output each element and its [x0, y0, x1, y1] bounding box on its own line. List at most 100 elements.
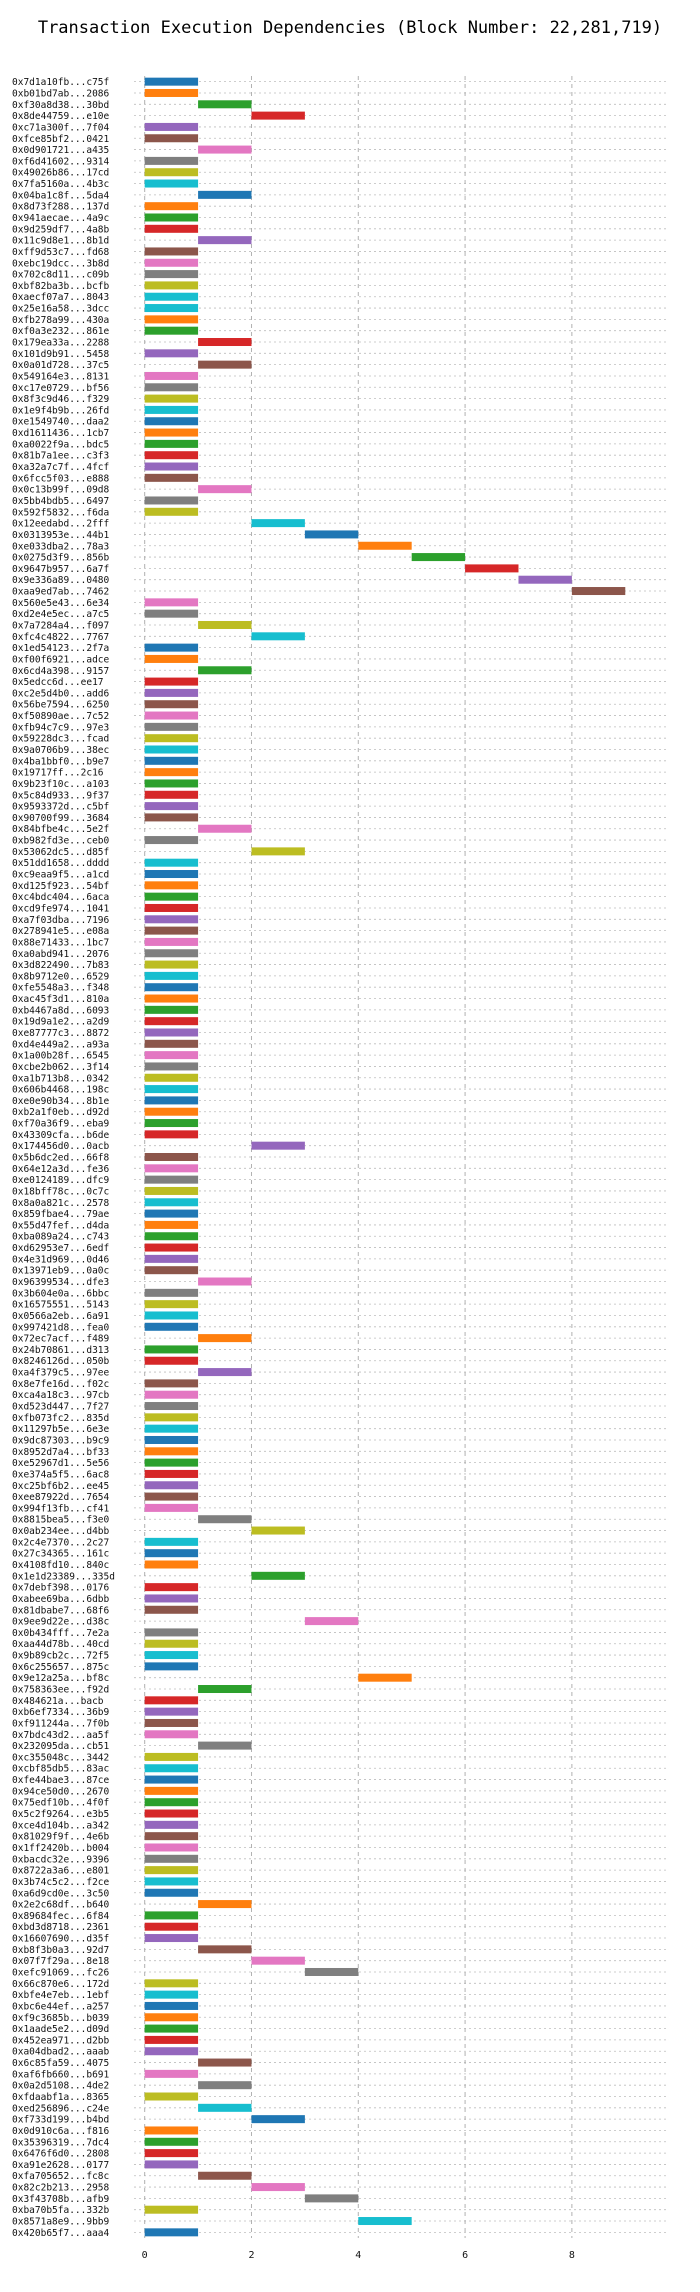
bar [144, 77, 199, 86]
y-tick-label: 0x702c8d11...c09b [12, 270, 110, 281]
bar [144, 292, 199, 301]
bar [144, 1153, 199, 1161]
y-tick-label: 0xa1b713b8...0342 [12, 1073, 109, 1084]
bar [144, 1243, 199, 1252]
y-tick-label: 0x16607690...d35f [12, 1934, 109, 1945]
bar [144, 802, 199, 811]
y-tick-label: 0x101d9b91...5458 [12, 349, 110, 360]
bar [144, 1107, 199, 1116]
y-tick-label: 0x13971eb9...0a0c [12, 1266, 109, 1277]
y-tick-label: 0x88e71433...1bc7 [12, 937, 109, 948]
y-tick-label: 0xf0a3e232...861e [12, 326, 110, 337]
y-tick-label: 0x232095da...cb51 [12, 1741, 110, 1752]
bar [198, 1277, 252, 1286]
bar [144, 983, 199, 992]
y-tick-label: 0xa6d9cd0e...3c50 [12, 1888, 110, 1899]
bar [144, 1843, 199, 1852]
bar [144, 1481, 199, 1490]
bar [144, 1537, 199, 1546]
y-tick-label: 0x8571a8e9...9bb9 [12, 2217, 110, 2228]
bar [198, 2081, 252, 2090]
y-tick-label: 0x8b9712e0...6529 [12, 971, 110, 982]
bar [144, 609, 199, 618]
y-tick-label: 0x43309cfa...b6de [12, 1130, 110, 1141]
bar [144, 122, 199, 131]
bar [144, 1085, 199, 1094]
bar [144, 2126, 199, 2135]
bar [144, 654, 199, 663]
bar [144, 1651, 199, 1660]
y-tick-label: 0xed256896...c24e [12, 2103, 110, 2114]
bar [304, 1617, 359, 1626]
y-tick-label: 0xb8f3b0a3...92d7 [12, 1945, 109, 1956]
y-tick-label: 0x7a7284a4...f097 [12, 620, 109, 631]
y-tick-label: 0xebc19dcc...3b8d [12, 258, 109, 269]
bar [144, 1356, 199, 1365]
bar [251, 2183, 305, 2192]
bar [144, 304, 199, 313]
y-tick-label: 0xfe44bae3...87ce [12, 1775, 110, 1786]
y-tick-label: 0x0d910c6a...f816 [12, 2126, 110, 2137]
y-tick-label: 0x6c85fa59...4075 [12, 2058, 109, 2069]
y-tick-label: 0xe52967d1...5e56 [12, 1458, 110, 1469]
y-tick-label: 0x81029f9f...4e6b [12, 1832, 110, 1843]
bar [144, 949, 199, 958]
y-tick-label: 0xbacdc32e...9396 [12, 1854, 110, 1865]
bar [144, 1017, 199, 1026]
y-tick-label: 0xc25bf6b2...ee45 [12, 1481, 109, 1492]
bar [251, 519, 305, 528]
y-tick-label: 0x179ea33a...2288 [12, 338, 110, 349]
bar [198, 2058, 252, 2067]
bar [251, 1526, 305, 1535]
bar [518, 575, 572, 584]
y-tick-label: 0x64e12a3d...fe36 [12, 1164, 110, 1175]
y-tick-label: 0x51dd1658...dddd [12, 858, 109, 869]
y-tick-label: 0xcbe2b062...3f14 [12, 1062, 110, 1073]
y-tick-label: 0x1e9f4b9b...26fd [12, 405, 109, 416]
bar [144, 1854, 199, 1863]
bar [251, 111, 305, 120]
y-tick-label: 0x27c34365...161c [12, 1549, 109, 1560]
bar [198, 1945, 252, 1954]
y-tick-label: 0x0d901721...a435 [12, 145, 109, 156]
bar [144, 756, 199, 765]
bar [144, 383, 199, 392]
y-tick-label: 0xee87922d...7654 [12, 1492, 110, 1503]
bar [144, 1062, 199, 1071]
bar [251, 1141, 305, 1150]
bar [144, 2205, 199, 2214]
bar [144, 1786, 199, 1795]
y-tick-label: 0x0ab234ee...d4bb [12, 1526, 110, 1537]
bar [144, 1322, 199, 1331]
y-tick-label: 0x9647b957...6a7f [12, 564, 109, 575]
bar [144, 1266, 199, 1275]
y-tick-label: 0xac45f3d1...810a [12, 994, 109, 1005]
bar [144, 2149, 199, 2158]
y-tick-label: 0xf733d199...b4bd [12, 2115, 109, 2126]
y-tick-label: 0x758363ee...f92d [12, 1685, 109, 1696]
bar [144, 688, 199, 697]
bar [144, 2069, 199, 2078]
y-tick-label: 0x25e16a58...3dcc [12, 304, 109, 315]
y-tick-label: 0x8952d7a4...bf33 [12, 1447, 109, 1458]
y-tick-label: 0x560e5e43...6e34 [12, 598, 110, 609]
bar [144, 677, 199, 686]
y-tick-label: 0x2c4e7370...2c27 [12, 1537, 109, 1548]
y-tick-label: 0x2e2c68df...b640 [12, 1900, 110, 1911]
bar [198, 2103, 252, 2112]
y-tick-label: 0xa0abd941...2076 [12, 949, 110, 960]
bar [144, 2092, 199, 2101]
bar [144, 2160, 199, 2169]
bar [144, 507, 199, 516]
y-tick-label: 0x81dbabe7...68f6 [12, 1605, 110, 1616]
bar [144, 1934, 199, 1943]
y-tick-label: 0x997421d8...fea0 [12, 1322, 110, 1333]
y-tick-label: 0x5edcc6d...ee17 [12, 677, 104, 688]
bar [358, 1673, 412, 1682]
y-tick-label: 0xaf6fb660...b691 [12, 2069, 110, 2080]
bar [144, 903, 199, 912]
bar [144, 1605, 199, 1614]
y-tick-label: 0xe1549740...daa2 [12, 417, 109, 428]
bar [144, 439, 199, 448]
